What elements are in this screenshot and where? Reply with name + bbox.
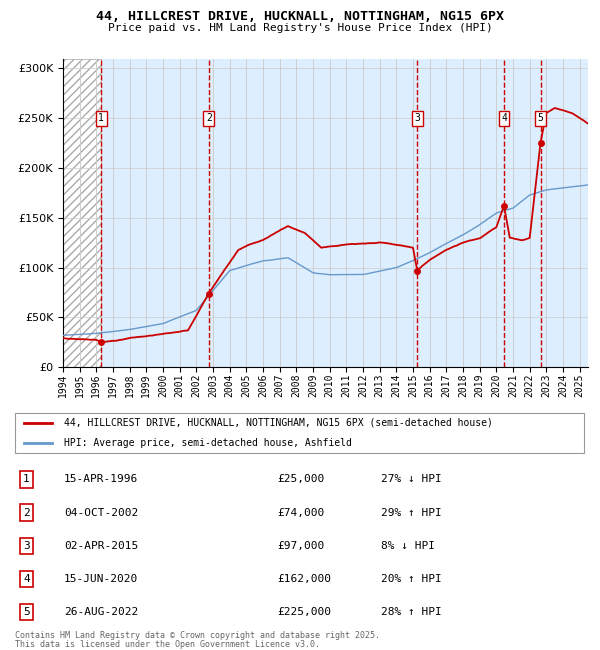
Text: £74,000: £74,000 — [277, 508, 324, 517]
Text: 1: 1 — [98, 113, 104, 124]
Text: 44, HILLCREST DRIVE, HUCKNALL, NOTTINGHAM, NG15 6PX: 44, HILLCREST DRIVE, HUCKNALL, NOTTINGHA… — [96, 10, 504, 23]
Text: 5: 5 — [23, 607, 30, 617]
Text: 4: 4 — [501, 113, 507, 124]
Text: 5: 5 — [538, 113, 544, 124]
Text: 15-APR-1996: 15-APR-1996 — [64, 474, 138, 484]
Text: 02-APR-2015: 02-APR-2015 — [64, 541, 138, 551]
Text: 4: 4 — [23, 574, 30, 584]
Text: £162,000: £162,000 — [277, 574, 331, 584]
Text: 2: 2 — [206, 113, 212, 124]
Text: £225,000: £225,000 — [277, 607, 331, 617]
Text: 29% ↑ HPI: 29% ↑ HPI — [380, 508, 442, 517]
Text: £25,000: £25,000 — [277, 474, 324, 484]
Text: 3: 3 — [23, 541, 30, 551]
Text: 44, HILLCREST DRIVE, HUCKNALL, NOTTINGHAM, NG15 6PX (semi-detached house): 44, HILLCREST DRIVE, HUCKNALL, NOTTINGHA… — [64, 418, 493, 428]
Text: 27% ↓ HPI: 27% ↓ HPI — [380, 474, 442, 484]
Text: 20% ↑ HPI: 20% ↑ HPI — [380, 574, 442, 584]
FancyBboxPatch shape — [15, 413, 584, 453]
Text: 04-OCT-2002: 04-OCT-2002 — [64, 508, 138, 517]
Text: Price paid vs. HM Land Registry's House Price Index (HPI): Price paid vs. HM Land Registry's House … — [107, 23, 493, 33]
Bar — [63, 58, 101, 367]
Text: 3: 3 — [414, 113, 420, 124]
Text: Contains HM Land Registry data © Crown copyright and database right 2025.: Contains HM Land Registry data © Crown c… — [15, 630, 380, 640]
Text: 15-JUN-2020: 15-JUN-2020 — [64, 574, 138, 584]
Text: £97,000: £97,000 — [277, 541, 324, 551]
Text: 26-AUG-2022: 26-AUG-2022 — [64, 607, 138, 617]
Text: HPI: Average price, semi-detached house, Ashfield: HPI: Average price, semi-detached house,… — [64, 438, 352, 448]
Text: This data is licensed under the Open Government Licence v3.0.: This data is licensed under the Open Gov… — [15, 640, 320, 649]
Text: 1: 1 — [23, 474, 30, 484]
Text: 8% ↓ HPI: 8% ↓ HPI — [380, 541, 434, 551]
Text: 28% ↑ HPI: 28% ↑ HPI — [380, 607, 442, 617]
Text: 2: 2 — [23, 508, 30, 517]
